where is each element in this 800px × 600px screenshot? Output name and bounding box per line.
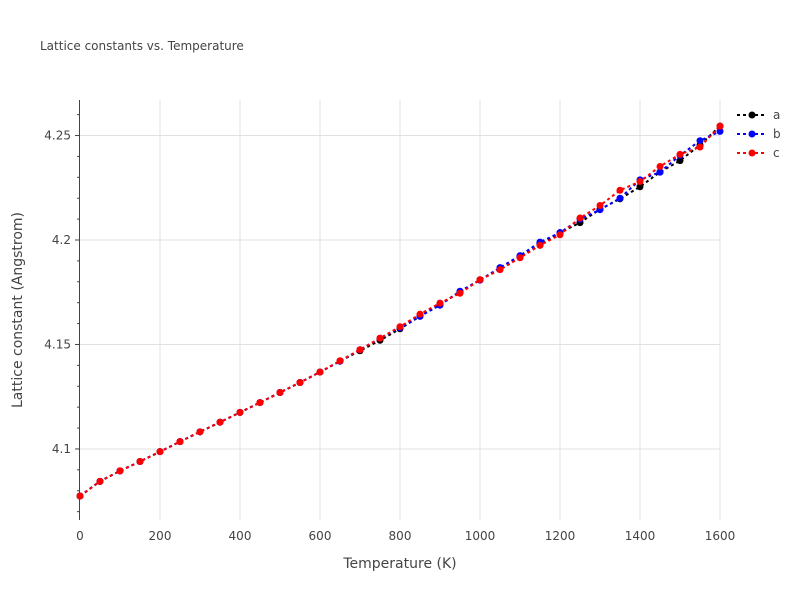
data-point [596, 202, 604, 210]
x-ticks: 0 200 400 600 800 1000 1200 1400 1600 [76, 529, 735, 543]
data-point [696, 137, 704, 145]
y-tick-label: 4.15 [44, 337, 71, 351]
y-tick-label: 4.25 [44, 129, 71, 143]
legend-label: c [773, 146, 780, 160]
data-point [156, 448, 164, 456]
data-point [136, 457, 144, 465]
x-axis-label: Temperature (K) [342, 556, 456, 572]
data-point [336, 357, 344, 365]
data-point [476, 276, 484, 284]
x-tick-label: 800 [389, 529, 412, 543]
data-point [456, 289, 464, 297]
data-point [576, 214, 584, 222]
data-point [376, 334, 384, 342]
series-c [76, 122, 724, 500]
data-point [296, 379, 304, 387]
data-point [656, 168, 664, 176]
data-point [216, 418, 224, 426]
x-tick-label: 1200 [545, 529, 576, 543]
data-point [116, 467, 124, 475]
legend-label: a [773, 108, 780, 122]
y-ticks: 4.1 4.15 4.2 4.25 [44, 114, 80, 513]
data-point [616, 194, 624, 202]
x-tick-label: 600 [309, 529, 332, 543]
legend-item-a[interactable]: a [737, 108, 780, 122]
grid [80, 100, 721, 520]
data-point [236, 408, 244, 416]
legend-label: b [773, 127, 781, 141]
series-group [76, 122, 724, 500]
legend-item-c[interactable]: c [737, 146, 780, 160]
data-point [676, 150, 684, 158]
y-tick-label: 4.2 [52, 233, 71, 247]
legend[interactable]: abc [737, 108, 781, 160]
legend-swatch-marker [748, 149, 756, 157]
x-tick-label: 200 [149, 529, 172, 543]
data-point [636, 183, 644, 191]
x-tick-label: 1400 [625, 529, 656, 543]
data-point [436, 299, 444, 307]
data-point [356, 346, 364, 354]
data-point [416, 310, 424, 318]
x-tick-label: 400 [229, 529, 252, 543]
data-point [536, 241, 544, 249]
data-point [556, 231, 564, 239]
data-point [716, 122, 724, 130]
x-tick-label: 1000 [465, 529, 496, 543]
legend-item-b[interactable]: b [737, 127, 781, 141]
data-point [716, 127, 724, 135]
data-point [656, 162, 664, 170]
data-point [96, 477, 104, 485]
data-point [396, 323, 404, 331]
legend-swatch-marker [748, 111, 756, 119]
y-tick-label: 4.1 [52, 442, 71, 456]
legend-swatch-marker [748, 130, 756, 138]
data-point [496, 266, 504, 274]
data-point [516, 254, 524, 262]
data-point [256, 399, 264, 407]
y-axis-label: Lattice constant (Angstrom) [10, 212, 26, 408]
data-point [176, 438, 184, 446]
data-point [276, 389, 284, 397]
x-tick-label: 0 [76, 529, 84, 543]
x-tick-label: 1600 [705, 529, 736, 543]
data-point [316, 368, 324, 376]
data-point [676, 157, 684, 165]
data-point [76, 492, 84, 500]
chart-title: Lattice constants vs. Temperature [40, 39, 244, 53]
data-point [196, 428, 204, 436]
data-point [636, 177, 644, 185]
data-point [696, 143, 704, 151]
data-point [616, 186, 624, 194]
